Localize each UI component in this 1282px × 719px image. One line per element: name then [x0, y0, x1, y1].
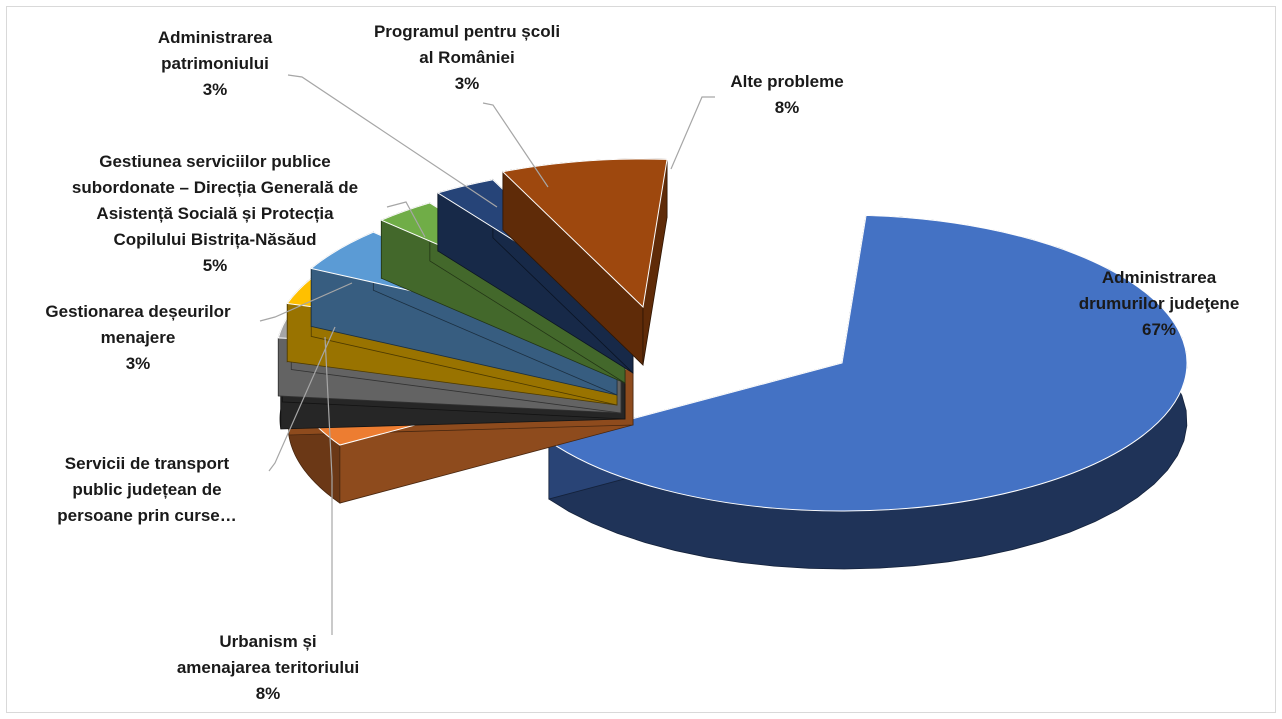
leader-line [259, 282, 353, 322]
slice-percent-label: 3% [203, 80, 228, 99]
leader-line [268, 326, 336, 472]
leader-line [287, 74, 498, 208]
slice-label: Administrarea [158, 28, 273, 47]
slice-label: Asistență Socială și Protecția [96, 204, 334, 223]
leader-line [670, 96, 715, 170]
slice-top [547, 214, 1188, 512]
slice-label: Gestionarea deșeurilor [45, 302, 231, 321]
slice-percent-label: 3% [126, 354, 151, 373]
chart-frame: Administrarea drumurilor judeţene 67% Urban… [6, 6, 1276, 713]
slice-top [501, 158, 668, 309]
slice-label: Gestiunea serviciilor publice [99, 152, 330, 171]
slice-label: patrimoniului [161, 54, 269, 73]
slice-label: Programul pentru școli [374, 22, 560, 41]
slice-label: subordonate – Direcția Generală de [72, 178, 358, 197]
leader-line [386, 201, 426, 238]
slice-label: amenajarea teritoriului [177, 658, 359, 677]
slice-label: Copilului Bistrița-Năsăud [113, 230, 316, 249]
slice-label: al României [419, 48, 514, 67]
slice-percent-label: 8% [775, 98, 800, 117]
slice-label: Alte probleme [730, 72, 843, 91]
slice-percent-label: 67% [1142, 320, 1176, 339]
pie-slice-9 [501, 158, 668, 366]
pie-slice-1 [547, 214, 1188, 570]
slice-percent-label: 3% [455, 74, 480, 93]
slice-label: drumurilor judeţene [1079, 294, 1240, 313]
slice-label: menajere [101, 328, 176, 347]
slice-label: Administrarea [1102, 268, 1217, 287]
leader-line [482, 102, 549, 188]
slice-percent-label: 5% [203, 256, 228, 275]
slice-label: public județean de [72, 480, 221, 499]
slice-label: Urbanism și [219, 632, 316, 651]
pie-chart: Administrarea drumurilor judeţene 67% Urban… [45, 22, 1240, 703]
leader-line [324, 336, 333, 635]
slice-label: persoane prin curse… [57, 506, 237, 525]
slice-label: Servicii de transport [65, 454, 230, 473]
slice-percent-label: 8% [256, 684, 281, 703]
